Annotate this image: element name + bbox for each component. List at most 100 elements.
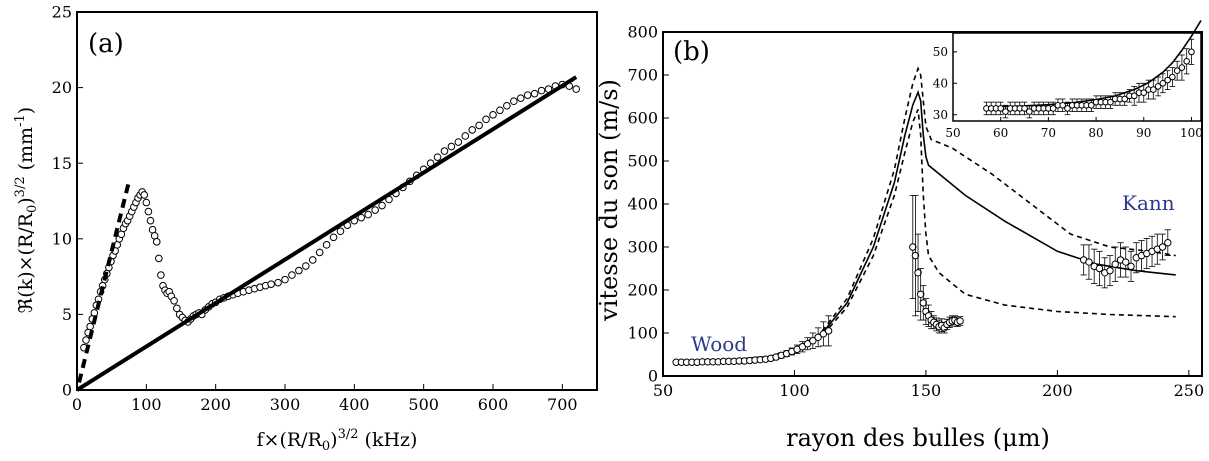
panel-a-data-point [295,266,303,275]
panel-a-data-point [288,271,296,279]
panel-a-x-tick-label: 700 [547,395,578,414]
panel-a-data-point [144,207,153,216]
panel-a-data-point [503,101,511,110]
panel-b-data-point [1085,258,1093,266]
panel-a-data-point [371,206,379,214]
panel-b-x-tick-label: 200 [1042,381,1073,400]
panel-a-label: (a) [88,29,124,59]
inset-data-point [1188,48,1195,56]
annotation-wood: Wood [691,332,747,356]
panel-a-data-point [530,89,539,98]
panel-a-data-point [82,336,90,344]
panel-a-x-tick-label: 500 [408,395,439,414]
panel-a-data-point [170,296,178,305]
annotation-kann: Kann [1122,191,1175,215]
inset-data-point [1121,95,1128,103]
inset-y-tick-label: 50 [933,45,948,59]
panel-a-data-point [364,210,373,219]
inset-data-point [1021,105,1028,112]
panel-b-x-tick-label: 150 [911,381,942,400]
panel-b-marks [672,66,1176,366]
panel-b-data-point [911,251,920,260]
panel-a-data-point [308,256,317,264]
panel-a-data-point [357,213,366,222]
panel-b-y-axis-label: vitesse du son (m/s) [595,79,623,322]
inset-data-point [1049,105,1057,112]
inset-data-point [1002,108,1009,115]
panel-a-data-point [267,280,275,288]
panel-b-data-point [1122,258,1130,266]
inset-data-point [1088,101,1095,109]
panel-b-data-point [1158,243,1167,251]
inset-data-point [1107,98,1114,106]
panel-b-data-point [914,269,922,277]
panel-a-data-point [489,111,497,119]
panel-a-y-tick-label: 20 [52,78,72,97]
panel-a-data-point [537,86,546,95]
panel-a-x-axis-label: f×(R/R0)3/2 (kHz) [257,427,418,454]
panel-b-data-point [956,317,964,325]
inset-data-point [1173,67,1181,75]
panel-a-series-solid-line [75,75,578,392]
panel-a-data-point [146,216,155,225]
panel-a-y-tick-label: 0 [62,381,72,400]
inset-marks [983,20,1202,119]
panel-a-data-point [516,94,525,102]
panel-b-label: (b) [673,37,710,67]
panel-b-series-dashed-line [676,109,1176,363]
inset-x-tick-label: 70 [1041,126,1056,140]
panel-a-data-point [302,262,310,270]
panel-a-data-point [468,126,477,134]
panel-b-data-point [1106,266,1114,275]
panel-a-data-point [440,147,449,155]
panel-a-y-tick-label: 25 [52,3,72,22]
inset-x-tick-label: 80 [1088,126,1103,140]
panel-a-data-point [475,121,483,130]
panel-a-x-tick-label: 0 [72,395,82,414]
panel-a-data-point [433,153,442,161]
panel-b-data-point [919,299,927,307]
panel-a-y-tick-label: 5 [62,305,72,324]
panel-b-data-point [1095,264,1104,273]
panel-a-data-point [523,91,532,99]
inset-data-point [1059,101,1066,109]
inset-x-tick-label: 60 [993,126,1008,140]
inset-data-point [1154,83,1162,90]
panel-a-ticks: 0 100 200 300 400 500 600 700 0 5 10 15 20 25 [52,3,578,414]
inset-y-tick-label: 30 [933,108,948,122]
panel-a-data-point [447,142,456,151]
panel-b-x-tick-label: 100 [779,381,810,400]
inset-data-point [1150,86,1157,93]
inset-data-point [1130,92,1138,100]
panel-b-ticks: 50 100 150 200 250 0 100 200 300 400 500 600 700 800 [627,23,1204,400]
panel-b-y-tick-label: 200 [627,281,658,300]
panel-b-y-tick-label: 0 [648,367,658,386]
panel-b-data-point [1127,262,1135,271]
panel-b-y-tick-label: 800 [627,23,658,42]
panel-a-data-point [510,97,518,106]
panel-b-data-point [814,333,822,341]
panel-a-x-tick-label: 100 [131,395,162,414]
panel-a-series-dashed-line [77,180,131,383]
panel-a-marks [75,75,581,392]
panel-b-x-tick-label: 50 [653,381,673,400]
inset-data-point [1140,89,1148,97]
panel-a-x-tick-label: 300 [270,395,301,414]
panel-b-x-axis-label: rayon des bulles (μm) [786,424,1050,452]
inset-x-tick-label: 50 [945,126,960,140]
inset-data-point [1164,76,1171,84]
inset-data-point [1183,57,1190,65]
panel-a-data-point [173,304,181,313]
panel-a-data-point [496,106,504,115]
inset-data-point [1064,105,1071,112]
panel-b-y-tick-label: 100 [627,324,658,343]
inset-ticks: 50 60 70 80 90 100 30 40 50 [933,45,1203,140]
panel-a-data-point [572,85,581,93]
inset-data-point [997,105,1004,112]
panel-a-x-tick-label: 600 [478,395,509,414]
panel-b-data-point [809,337,817,345]
panel-a-data-point [157,271,165,279]
panel-b-y-tick-label: 400 [627,195,658,214]
panel-a-y-tick-label: 15 [52,154,72,173]
